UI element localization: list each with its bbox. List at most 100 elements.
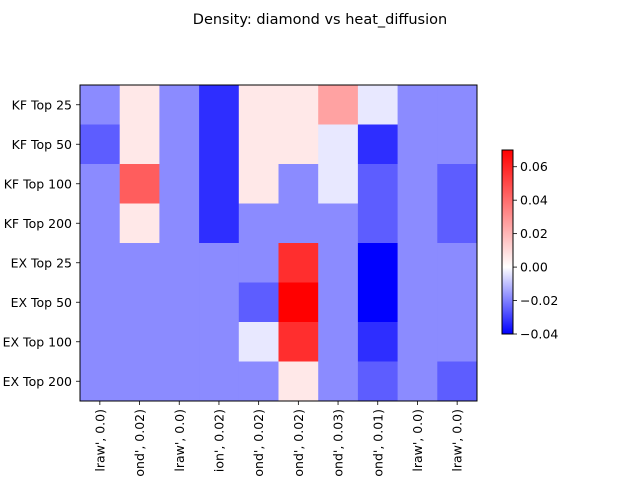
column-label: lraw', 0.0) [410,409,425,472]
heatmap-cell [397,85,438,125]
heatmap-cell [238,322,279,362]
colorbar-tick-label: 0.00 [520,260,548,275]
row-label: EX Top 100 [3,334,72,349]
column-label: ond', 0.01) [370,409,385,477]
heatmap-cell [80,164,121,204]
heatmap-cell [199,282,240,323]
heatmap-cell [159,124,200,165]
heatmap-cell [278,361,319,402]
heatmap-cell [80,361,121,402]
column-label: lraw', 0.0) [172,409,187,472]
heatmap-cell [357,322,398,362]
heatmap-cell [199,361,240,402]
row-label: EX Top 200 [3,374,72,389]
heatmap-cell [159,203,200,244]
heatmap-cell [357,243,398,283]
heatmap-cell [278,85,319,125]
colorbar-tick-label: −0.02 [520,293,558,308]
heatmap-cell [278,322,319,362]
heatmap-cell [80,322,121,362]
row-label: EX Top 50 [11,295,72,310]
chart-title: Density: diamond vs heat_diffusion [193,12,447,28]
heatmap-cell [357,282,398,323]
heatmap-cell [238,164,279,204]
heatmap-cell [159,322,200,362]
heatmap-cell [119,164,160,204]
heatmap-cell [238,243,279,283]
heatmap-cell [80,203,121,244]
heatmap-cell [238,124,279,165]
heatmap-cell [357,361,398,402]
heatmap-cell [199,164,240,204]
heatmap-cell [159,243,200,283]
heatmap-cell [397,361,438,402]
heatmap-cell [318,282,359,323]
heatmap-cell [318,243,359,283]
heatmap-cell [278,282,319,323]
colorbar-ticks: 0.06 0.04 0.02 0.00 −0.02 −0.04 [513,159,558,342]
colorbar-tick-label: −0.04 [520,327,558,342]
heatmap-cell [80,85,121,125]
row-axis: KF Top 25 KF Top 50 KF Top 100 KF Top 200 EX… [3,97,80,389]
heatmap-cell [159,282,200,323]
heatmap-cell [437,361,478,402]
heatmap-cell [437,203,478,244]
row-label: KF Top 200 [4,216,72,231]
heatmap-cell [318,203,359,244]
heatmap-cell [437,164,478,204]
heatmap-cell [119,124,160,165]
heatmap-cell [238,203,279,244]
heatmap-cell [238,85,279,125]
heatmap-cell [397,203,438,244]
heatmap-cell [238,361,279,402]
column-label: ond', 0.02) [291,409,306,477]
heatmap-cell [437,85,478,125]
heatmap-cell [437,282,478,323]
plot-frame [79,84,478,402]
heatmap-cell [318,322,359,362]
heatmap-cell [318,164,359,204]
heatmap-cell [159,164,200,204]
heatmap-cell [199,322,240,362]
heatmap-cell [80,243,121,283]
column-label: ion', 0.02) [211,409,226,472]
heatmap-cell [119,282,160,323]
heatmap-cell [119,243,160,283]
heatmap-cell [278,243,319,283]
heatmap-cell [199,243,240,283]
heatmap-cell [80,124,121,165]
heatmap-cell [119,361,160,402]
heatmap-cell [119,203,160,244]
colorbar-tick-label: 0.02 [520,226,548,241]
column-label: lraw', 0.0) [92,409,107,472]
row-label: KF Top 25 [12,97,72,112]
heatmap-cell [397,322,438,362]
heatmap-cell [119,322,160,362]
column-axis: lraw', 0.0) ond', 0.02) lraw', 0.0) ion', 0… [92,401,465,477]
heatmap-cell [159,85,200,125]
heatmap-cell [357,164,398,204]
heatmap-cell [199,85,240,125]
row-label: KF Top 50 [12,137,72,152]
heatmap-cell [397,124,438,165]
heatmap-cell [119,85,160,125]
heatmap-cell [397,243,438,283]
heatmap-cell [278,124,319,165]
heatmap-cell [80,282,121,323]
heatmap-cell [357,124,398,165]
heatmap-cell [357,85,398,125]
colorbar-tick-label: 0.04 [520,193,548,208]
row-label: EX Top 25 [11,255,72,270]
heatmap-cell [318,85,359,125]
row-label: KF Top 100 [4,176,72,191]
heatmap-cell [437,322,478,362]
column-label: ond', 0.02) [132,409,147,477]
heatmap-cell [278,164,319,204]
heatmap-cell [199,203,240,244]
heatmap-cell [318,124,359,165]
heatmap-cell [278,203,319,244]
heatmap-cell [199,124,240,165]
column-label: lraw', 0.0) [450,409,465,472]
colorbar [501,149,514,335]
